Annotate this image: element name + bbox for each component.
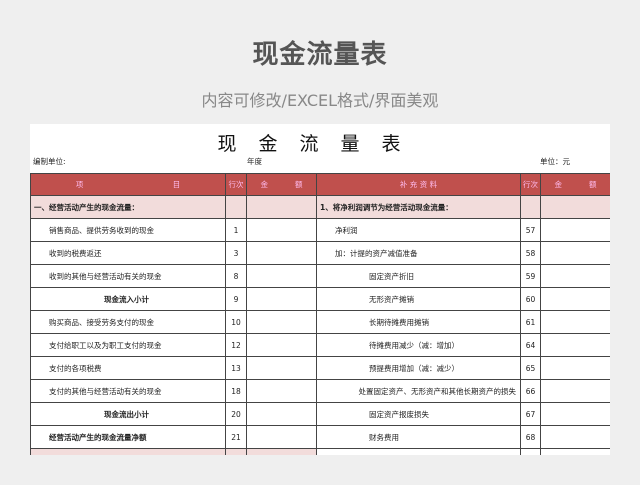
header-supplement: 补 充 资 料 <box>316 173 521 196</box>
item-cell: 支付的其他与经营活动有关的现金 <box>30 379 226 403</box>
supplement-cell: 处置固定资产、无形资产和其他长期资产的损失 <box>316 379 521 403</box>
row-no-cell: 10 <box>225 310 247 334</box>
table-row <box>30 448 610 455</box>
row-no-cell: 12 <box>225 333 247 357</box>
item-cell: 支付给职工以及为职工支付的现金 <box>30 333 226 357</box>
amount-cell[interactable] <box>540 264 610 288</box>
amount-cell[interactable] <box>246 241 317 265</box>
row-no-cell: 3 <box>225 241 247 265</box>
table-row: 销售商品、提供劳务收到的现金 1 净利润 57 <box>30 218 610 242</box>
header-amount: 金额 <box>246 173 317 196</box>
row-no-cell: 18 <box>225 379 247 403</box>
amount-cell[interactable] <box>246 379 317 403</box>
row-no-cell: 66 <box>520 379 541 403</box>
header-row-no: 行次 <box>225 173 247 196</box>
row-no-cell: 59 <box>520 264 541 288</box>
item-cell: 现金流入小计 <box>30 287 226 311</box>
item-cell: 现金流出小计 <box>30 402 226 426</box>
empty-cell[interactable] <box>520 448 541 455</box>
header-amount-2: 金额 <box>540 173 610 196</box>
row-no-cell: 8 <box>225 264 247 288</box>
item-cell: 一、经营活动产生的现金流量： <box>30 195 226 219</box>
table-row: 支付的其他与经营活动有关的现金 18 处置固定资产、无形资产和其他长期资产的损失 66 <box>30 379 610 403</box>
supplement-cell: 预提费用增加（减：减少） <box>316 356 521 380</box>
row-no-cell: 1 <box>225 218 247 242</box>
amount-cell[interactable] <box>246 333 317 357</box>
table-row: 收到的税费返还 3 加：计提的资产减值准备 58 <box>30 241 610 265</box>
table-row: 购买商品、接受劳务支付的现金 10 长期待摊费用摊销 61 <box>30 310 610 334</box>
table-row: 现金流出小计 20 固定资产报废损失 67 <box>30 402 610 426</box>
currency-label: 单位：元 <box>540 157 570 166</box>
amount-cell[interactable] <box>540 333 610 357</box>
row-no-cell: 13 <box>225 356 247 380</box>
row-no-cell <box>520 195 541 219</box>
amount-cell[interactable] <box>246 310 317 334</box>
row-no-cell: 57 <box>520 218 541 242</box>
item-cell: 支付的各项税费 <box>30 356 226 380</box>
row-no-cell: 64 <box>520 333 541 357</box>
amount-cell[interactable] <box>246 218 317 242</box>
amount-cell[interactable] <box>246 195 317 219</box>
item-cell: 收到的其他与经营活动有关的现金 <box>30 264 226 288</box>
amount-cell[interactable] <box>246 287 317 311</box>
banner-subtitle: 内容可修改/EXCEL格式/界面美观 <box>201 91 439 110</box>
row-no-cell: 20 <box>225 402 247 426</box>
header-row: 项目 行次 金额 补 充 资 料 行次 金额 <box>30 173 610 196</box>
row-no-cell: 61 <box>520 310 541 334</box>
row-no-cell: 65 <box>520 356 541 380</box>
item-cell: 收到的税费返还 <box>30 241 226 265</box>
unit-label: 编制单位: <box>33 157 66 166</box>
table-row: 收到的其他与经营活动有关的现金 8 固定资产折旧 59 <box>30 264 610 288</box>
item-cell: 经营活动产生的现金流量净额 <box>30 425 226 449</box>
supplement-cell: 无形资产摊销 <box>316 287 521 311</box>
row-no-cell: 9 <box>225 287 247 311</box>
row-no-cell: 58 <box>520 241 541 265</box>
supplement-cell: 固定资产折旧 <box>316 264 521 288</box>
amount-cell[interactable] <box>246 425 317 449</box>
empty-cell[interactable] <box>316 448 521 455</box>
item-cell: 购买商品、接受劳务支付的现金 <box>30 310 226 334</box>
supplement-cell: 1、将净利润调节为经营活动现金流量： <box>316 195 521 219</box>
empty-cell[interactable] <box>30 448 226 455</box>
row-no-cell: 60 <box>520 287 541 311</box>
table-row: 一、经营活动产生的现金流量： 1、将净利润调节为经营活动现金流量： <box>30 195 610 219</box>
supplement-cell: 待摊费用减少（减：增加） <box>316 333 521 357</box>
table-row: 现金流入小计 9 无形资产摊销 60 <box>30 287 610 311</box>
supplement-cell: 固定资产报废损失 <box>316 402 521 426</box>
header-item: 项目 <box>30 173 226 196</box>
year-label: 年度 <box>247 157 262 166</box>
amount-cell[interactable] <box>540 310 610 334</box>
table-row: 经营活动产生的现金流量净额 21 财务费用 68 <box>30 425 610 449</box>
amount-cell[interactable] <box>246 264 317 288</box>
empty-cell[interactable] <box>246 448 317 455</box>
table-row: 支付的各项税费 13 预提费用增加（减：减少） 65 <box>30 356 610 380</box>
banner-title: 现金流量表 <box>252 40 388 70</box>
spreadsheet: 现金流量表 编制单位: 年度 单位：元 项目 行次 金额 补 充 资 料 行次 … <box>30 124 610 455</box>
amount-cell[interactable] <box>246 402 317 426</box>
amount-cell[interactable] <box>540 356 610 380</box>
amount-cell[interactable] <box>540 425 610 449</box>
supplement-cell: 长期待摊费用摊销 <box>316 310 521 334</box>
empty-cell[interactable] <box>540 448 610 455</box>
row-no-cell: 21 <box>225 425 247 449</box>
amount-cell[interactable] <box>540 218 610 242</box>
amount-cell[interactable] <box>246 356 317 380</box>
item-cell: 销售商品、提供劳务收到的现金 <box>30 218 226 242</box>
table-row: 支付给职工以及为职工支付的现金 12 待摊费用减少（减：增加） 64 <box>30 333 610 357</box>
empty-cell[interactable] <box>225 448 247 455</box>
amount-cell[interactable] <box>540 195 610 219</box>
supplement-cell: 财务费用 <box>316 425 521 449</box>
amount-cell[interactable] <box>540 241 610 265</box>
supplement-cell: 加：计提的资产减值准备 <box>316 241 521 265</box>
cash-flow-table: 项目 行次 金额 补 充 资 料 行次 金额 一、经营活动产生的现金流量： 1、将… <box>30 173 610 455</box>
amount-cell[interactable] <box>540 379 610 403</box>
amount-cell[interactable] <box>540 402 610 426</box>
sheet-title: 现金流量表 <box>217 133 423 155</box>
supplement-cell: 净利润 <box>316 218 521 242</box>
row-no-cell: 67 <box>520 402 541 426</box>
header-row-no-2: 行次 <box>520 173 541 196</box>
row-no-cell <box>225 195 247 219</box>
row-no-cell: 68 <box>520 425 541 449</box>
amount-cell[interactable] <box>540 287 610 311</box>
